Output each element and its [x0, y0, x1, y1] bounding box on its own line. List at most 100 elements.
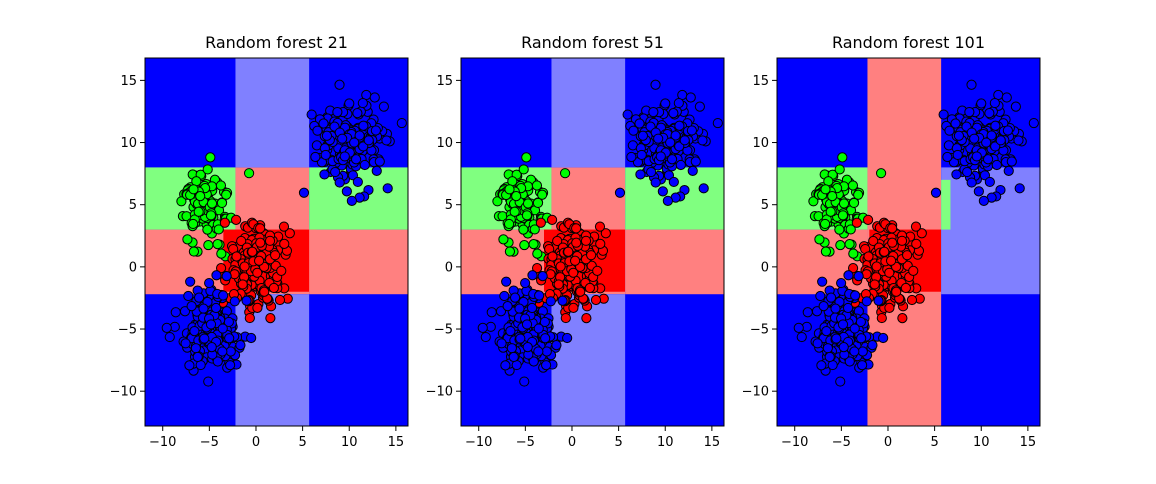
data-point-blue	[950, 118, 961, 129]
data-point-blue	[821, 325, 832, 337]
x-tick-label: 5	[930, 435, 938, 450]
data-point-blue	[873, 295, 884, 306]
data-point-blue	[867, 340, 878, 351]
data-point-blue	[986, 130, 997, 141]
data-point-red	[887, 223, 898, 234]
data-point-blue	[320, 149, 331, 161]
data-point-green	[532, 197, 544, 209]
data-point-red	[236, 235, 247, 247]
data-point-red	[897, 313, 908, 324]
data-point-green	[205, 152, 216, 163]
data-point-red	[896, 235, 908, 246]
data-point-blue	[534, 290, 545, 301]
data-point-blue	[712, 117, 723, 129]
data-point-green	[504, 246, 516, 257]
data-point-blue	[203, 376, 214, 387]
data-point-green	[182, 234, 193, 245]
subplot-title: Random forest 101	[832, 33, 985, 52]
data-point-blue	[318, 118, 329, 129]
data-point-red	[555, 261, 566, 272]
data-point-green	[847, 180, 859, 191]
data-point-red	[575, 286, 586, 297]
data-point-blue	[991, 159, 1002, 171]
data-point-blue	[225, 360, 236, 371]
data-point-blue	[650, 177, 661, 188]
data-point-green	[221, 189, 232, 200]
data-point-red	[546, 214, 558, 225]
data-point-red	[552, 235, 563, 247]
data-point-red	[244, 312, 255, 324]
data-point-red	[586, 250, 597, 261]
data-point-blue	[969, 133, 980, 144]
y-tick-label: −10	[110, 385, 137, 400]
data-point-blue	[685, 92, 696, 103]
data-point-blue	[817, 276, 828, 287]
data-point-red	[279, 238, 290, 249]
data-point-red	[862, 214, 874, 225]
data-point-red	[868, 235, 879, 247]
data-point-green	[837, 152, 848, 163]
data-point-blue	[655, 151, 666, 162]
data-point-blue	[1013, 135, 1024, 146]
data-point-blue	[357, 97, 368, 109]
data-point-blue	[675, 159, 686, 171]
data-point-green	[216, 197, 228, 209]
data-point-red	[580, 235, 592, 246]
data-point-red	[568, 302, 579, 313]
data-point-blue	[849, 346, 860, 357]
data-point-blue	[192, 351, 203, 363]
x-tick-label: −5	[516, 435, 535, 450]
data-point-blue	[545, 296, 556, 307]
data-point-blue	[665, 137, 676, 148]
data-point-blue	[657, 186, 668, 197]
data-point-green	[492, 196, 503, 207]
data-point-red	[595, 238, 606, 249]
data-point-blue	[526, 302, 538, 314]
data-point-blue	[359, 159, 370, 171]
data-point-red	[910, 221, 922, 232]
y-tick-label: 10	[436, 136, 453, 151]
data-point-blue	[334, 79, 345, 90]
data-point-blue	[646, 166, 657, 178]
data-point-blue	[184, 360, 195, 371]
data-point-blue	[973, 186, 984, 197]
subplot-title: Random forest 21	[205, 33, 348, 52]
plot-area	[461, 58, 724, 426]
data-point-blue	[341, 186, 352, 197]
y-tick-label: 10	[752, 136, 769, 151]
data-point-green	[819, 218, 831, 230]
data-point-blue	[850, 290, 861, 301]
data-point-blue	[312, 125, 323, 136]
data-point-blue	[849, 323, 860, 334]
plot-area	[777, 58, 1040, 426]
data-point-blue	[1006, 156, 1017, 167]
data-point-blue	[521, 319, 533, 330]
data-point-red	[274, 294, 286, 306]
subplot-title: Random forest 51	[521, 33, 664, 52]
data-point-red	[276, 265, 287, 276]
y-tick-label: 5	[129, 198, 137, 213]
decision-region-red	[625, 229, 724, 295]
y-tick-label: 0	[445, 260, 453, 275]
data-point-blue	[995, 135, 1006, 146]
y-tick-label: 15	[752, 74, 769, 89]
data-point-blue	[339, 151, 350, 162]
data-point-blue	[825, 292, 837, 303]
data-point-blue	[938, 109, 949, 120]
data-point-blue	[694, 101, 705, 112]
data-point-blue	[802, 307, 813, 318]
data-point-blue	[824, 351, 835, 363]
data-point-red	[265, 313, 276, 324]
data-point-red	[869, 279, 880, 290]
y-tick-label: 0	[129, 260, 137, 275]
data-point-green	[243, 168, 255, 179]
data-point-red	[906, 294, 918, 306]
data-point-blue	[506, 343, 517, 354]
data-point-blue	[668, 176, 679, 188]
data-point-green	[825, 206, 836, 217]
data-point-red	[590, 294, 602, 306]
data-point-red	[600, 228, 611, 239]
data-point-blue	[953, 130, 965, 141]
data-point-red	[535, 217, 546, 228]
data-point-green	[531, 180, 543, 191]
